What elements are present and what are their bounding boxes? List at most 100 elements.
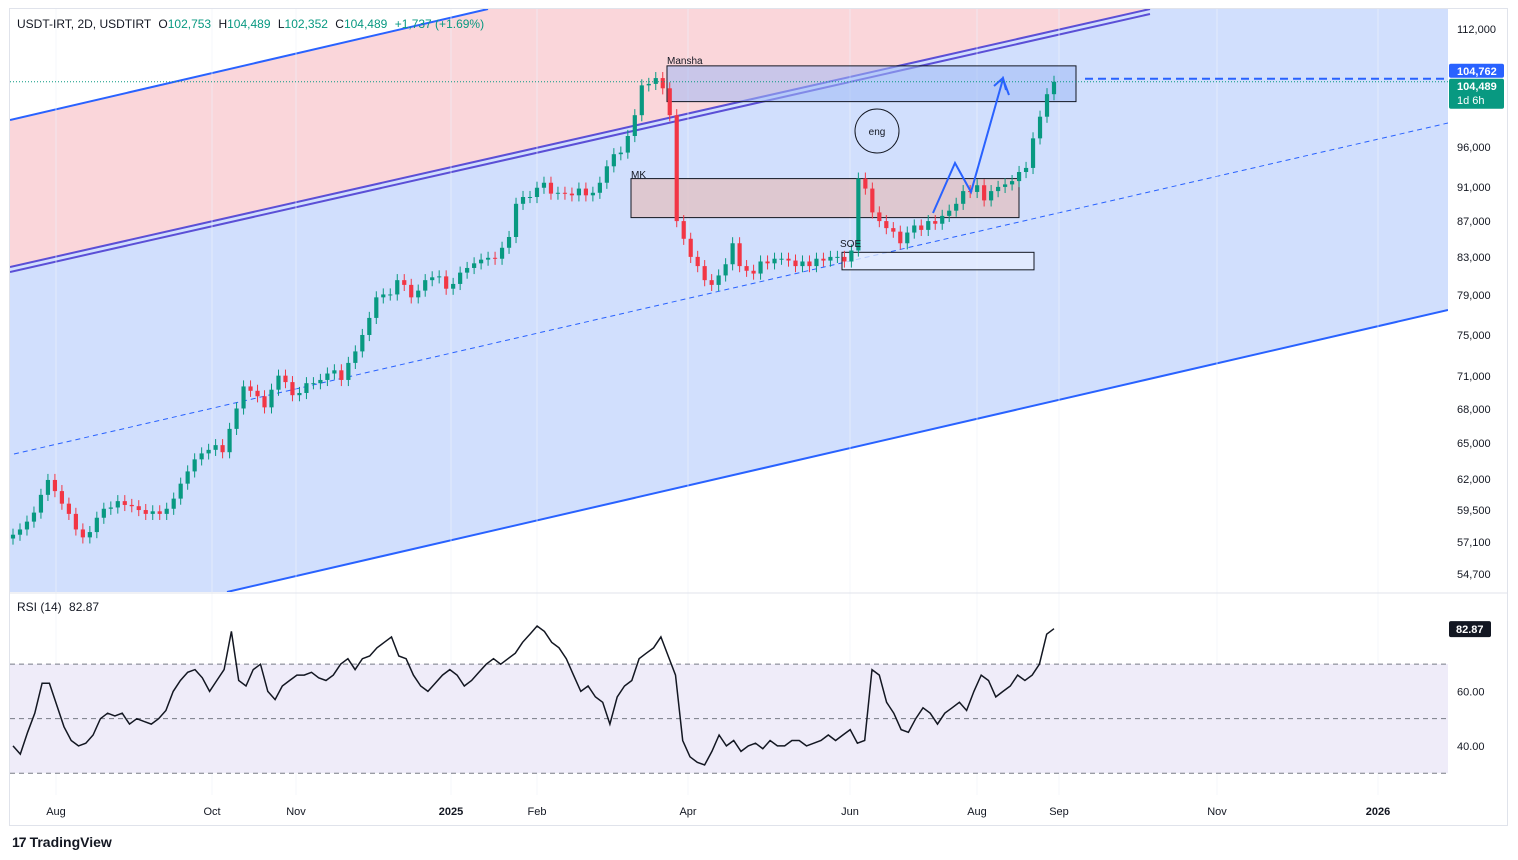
candle [597, 176, 602, 199]
candle [583, 182, 588, 202]
candle [213, 439, 218, 456]
candle [381, 288, 386, 304]
close-label: C [335, 17, 344, 31]
candle [430, 271, 435, 287]
candle [961, 185, 966, 210]
x-tick-label: 2026 [1366, 806, 1390, 818]
upper-zone-fill [10, 9, 1448, 267]
brand-name: TradingView [29, 834, 112, 850]
candle [779, 252, 784, 265]
candle-body [779, 258, 784, 260]
candle [255, 384, 260, 403]
candle-body [485, 257, 491, 260]
candle [947, 204, 952, 222]
candle [954, 197, 959, 217]
candle-body [73, 513, 78, 530]
candle [143, 503, 148, 520]
candle [604, 160, 609, 189]
candle-body [975, 185, 980, 192]
candle-body [933, 221, 938, 224]
candle-body [891, 228, 896, 232]
candle [744, 260, 749, 277]
candle-body [996, 186, 1001, 192]
candle [555, 186, 561, 200]
candle-body [758, 261, 763, 274]
x-tick-label: Sep [1049, 806, 1069, 818]
candle [1037, 110, 1043, 145]
candle [136, 500, 141, 517]
candle-body [807, 261, 812, 267]
candle-body [178, 483, 183, 499]
annotation-eng: eng [869, 127, 886, 138]
candle-body [192, 459, 197, 472]
rsi-y-tick-label: 40.00 [1457, 741, 1485, 753]
candle-body [311, 383, 316, 385]
candle [1044, 88, 1050, 123]
candle [562, 186, 568, 200]
candle-body [437, 276, 442, 278]
candle-body [919, 225, 924, 230]
rsi-line [12, 624, 1055, 766]
candle-body [863, 178, 868, 189]
candle-body [492, 257, 498, 259]
y-tick-label: 59,500 [1457, 505, 1491, 517]
candle [220, 439, 225, 459]
candle [395, 274, 400, 301]
candle-body [611, 154, 616, 167]
candle-body [1051, 81, 1057, 95]
candle [1030, 132, 1036, 175]
candle-body [800, 261, 805, 267]
candle [101, 502, 106, 524]
candle-body [318, 379, 323, 384]
candle-body [513, 203, 519, 237]
candle [479, 253, 484, 270]
candle-body [520, 197, 526, 204]
price-badge-label: 104,762 [1457, 66, 1497, 78]
candle [653, 72, 658, 91]
candle [513, 197, 519, 244]
candle-body [38, 494, 44, 513]
candle [569, 187, 575, 202]
rsi-band [10, 664, 1448, 774]
candle-body [534, 187, 540, 198]
candle [891, 222, 896, 238]
candle-body [227, 428, 232, 453]
candle [157, 505, 162, 520]
tradingview-brand[interactable]: 17 TradingView [12, 834, 112, 850]
median-dashed-line [13, 122, 1448, 455]
mid-band-line-1 [10, 9, 1151, 268]
candle [933, 215, 938, 230]
candle-body [765, 261, 770, 264]
candle [576, 182, 582, 202]
candle-body [905, 232, 910, 244]
candle-body [618, 152, 623, 155]
candle [129, 498, 134, 513]
candle-body [185, 471, 190, 484]
candle [1016, 165, 1022, 188]
candle [807, 255, 812, 273]
candle-body [80, 529, 85, 538]
candle-body [954, 203, 959, 211]
candle [199, 447, 204, 466]
candle-body [842, 256, 847, 262]
candle [1002, 178, 1008, 194]
candle-body [716, 275, 721, 285]
candle [1051, 75, 1057, 101]
candle-body [206, 449, 211, 454]
candle [527, 190, 533, 204]
candle [716, 269, 721, 291]
candle [520, 190, 526, 210]
candle [451, 277, 456, 295]
candle-body [1044, 94, 1050, 117]
candle [814, 252, 819, 273]
zone-mansha [666, 65, 1077, 103]
candle-body [241, 386, 246, 409]
candle [374, 291, 379, 325]
candle-body [115, 501, 120, 508]
symbol-title: USDT-IRT, 2D, USDTIRT [17, 17, 152, 31]
x-tick-label: 2025 [439, 806, 463, 818]
y-tick-label: 112,000 [1457, 24, 1496, 36]
candle [353, 345, 358, 370]
candle-body [744, 266, 749, 271]
